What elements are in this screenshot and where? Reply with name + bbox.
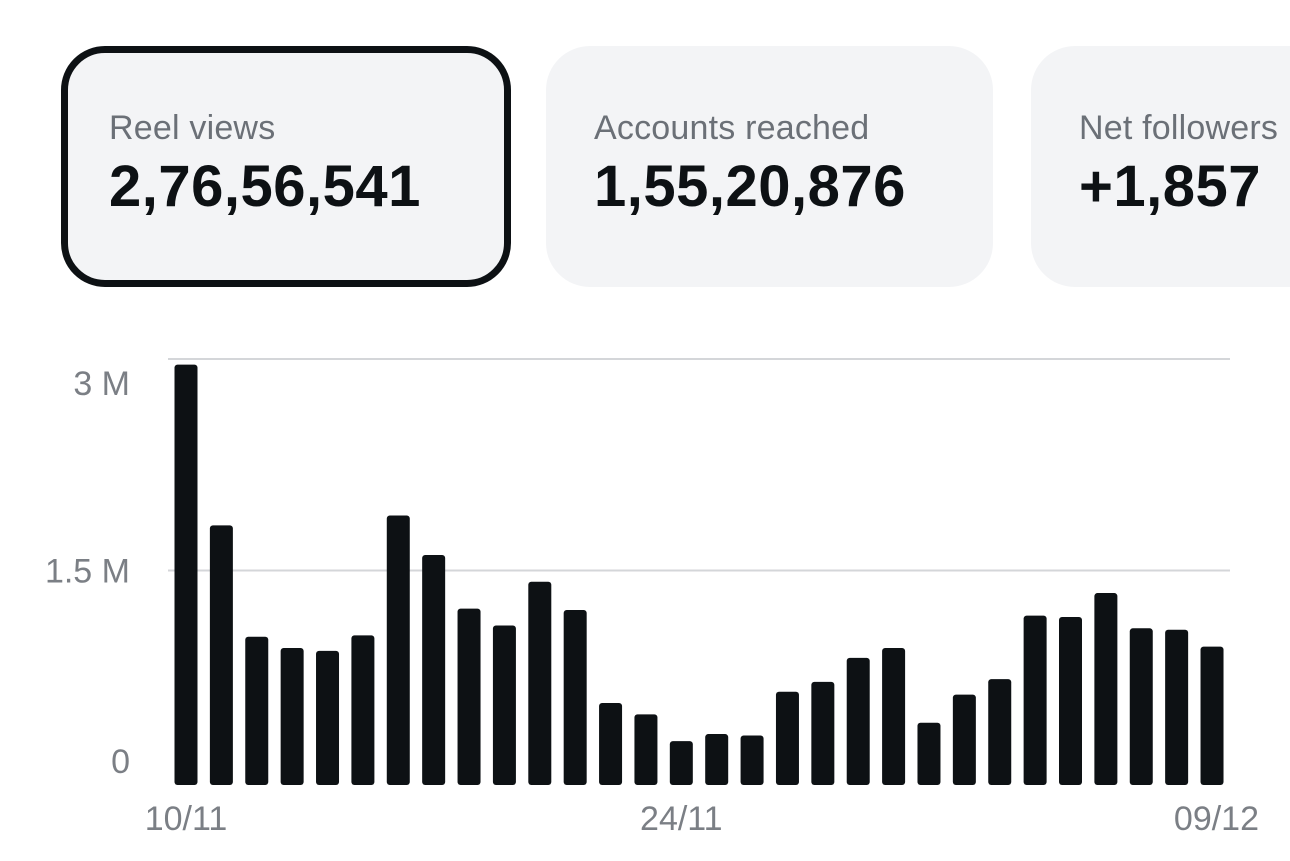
metric-value: 2,76,56,541	[109, 154, 421, 219]
bar[interactable]	[1165, 629, 1189, 785]
bar[interactable]	[669, 741, 693, 785]
bar[interactable]	[846, 657, 870, 785]
chart-bars	[174, 364, 1224, 785]
bar[interactable]	[280, 648, 304, 785]
metric-label: Reel views	[109, 109, 276, 147]
metric-label: Net followers	[1079, 109, 1279, 147]
y-tick-label: 1.5 M	[45, 553, 130, 591]
x-tick-label: 10/11	[145, 800, 228, 838]
bar[interactable]	[209, 525, 233, 785]
bar[interactable]	[634, 714, 658, 785]
bar[interactable]	[1129, 628, 1153, 785]
y-tick-label: 0	[111, 743, 130, 781]
bar[interactable]	[245, 636, 269, 785]
bar[interactable]	[599, 703, 623, 785]
bar[interactable]	[988, 679, 1012, 785]
bar[interactable]	[705, 734, 729, 785]
bar[interactable]	[351, 635, 375, 785]
bar[interactable]	[1200, 646, 1224, 785]
metric-label: Accounts reached	[594, 109, 870, 147]
bar[interactable]	[882, 648, 906, 785]
y-axis-labels: 0 1.5 M 3 M	[45, 365, 130, 781]
metric-card-net-followers[interactable]: Net followers +1,857	[1031, 46, 1290, 287]
metric-value: +1,857	[1079, 154, 1262, 219]
bar[interactable]	[775, 691, 799, 785]
bar[interactable]	[563, 609, 587, 785]
chart-gridlines	[168, 358, 1230, 572]
metric-card-reel-views[interactable]: Reel views 2,76,56,541	[61, 46, 511, 287]
bar[interactable]	[386, 515, 410, 785]
bar[interactable]	[740, 735, 764, 785]
bar[interactable]	[1023, 615, 1047, 785]
bar[interactable]	[174, 364, 198, 785]
bar[interactable]	[1059, 617, 1082, 785]
metric-cards-row: Reel views 2,76,56,541 Accounts reached …	[0, 0, 1290, 300]
bar[interactable]	[952, 694, 976, 785]
bar[interactable]	[316, 650, 340, 785]
bar[interactable]	[422, 554, 446, 785]
bar[interactable]	[1094, 593, 1118, 785]
bar[interactable]	[528, 581, 552, 785]
x-axis-labels: 10/11 24/11 09/12	[145, 800, 1259, 838]
metric-value: 1,55,20,876	[594, 154, 906, 219]
bar[interactable]	[811, 681, 835, 785]
y-tick-label: 3 M	[73, 365, 130, 403]
bar[interactable]	[492, 625, 516, 785]
bar[interactable]	[917, 722, 941, 785]
bar[interactable]	[457, 608, 481, 785]
x-tick-label: 09/12	[1174, 800, 1259, 838]
x-tick-label: 24/11	[640, 800, 723, 838]
metric-card-accounts-reached[interactable]: Accounts reached 1,55,20,876	[546, 46, 993, 287]
